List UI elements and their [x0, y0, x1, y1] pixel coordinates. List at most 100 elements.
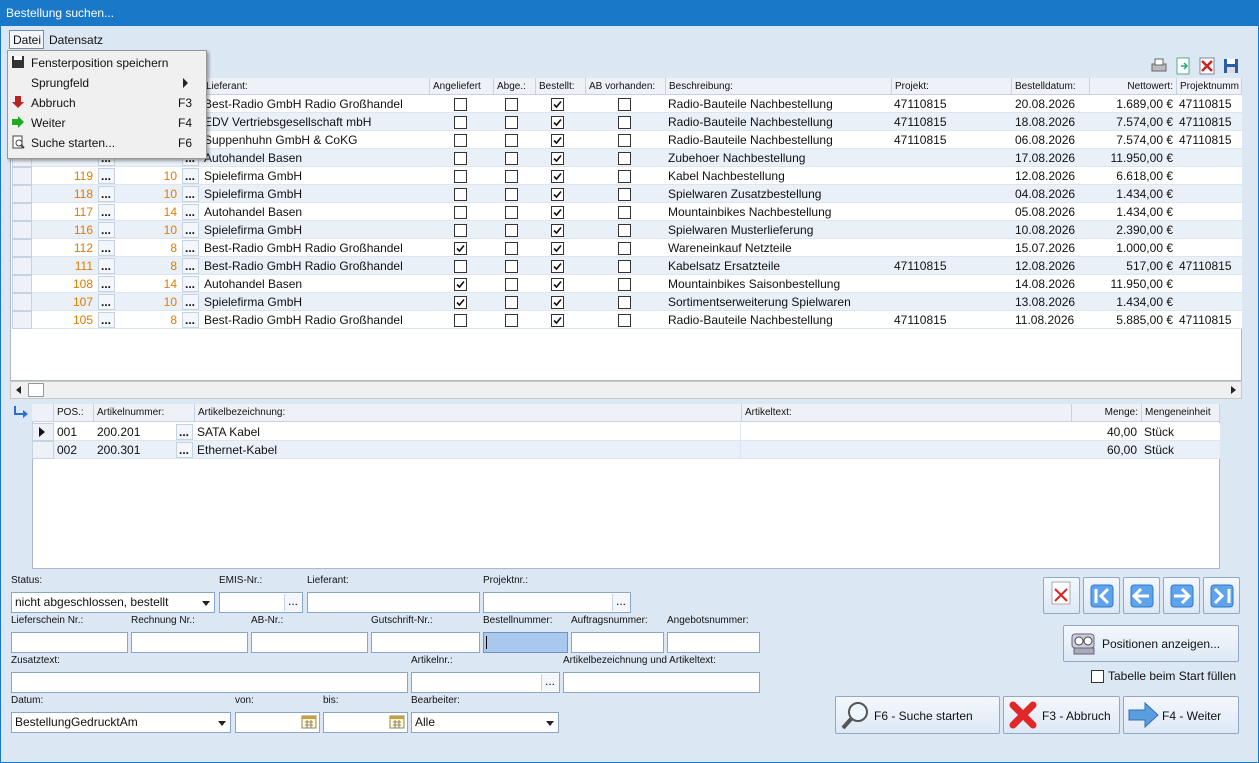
search-button[interactable]: F6 - Suche starten [835, 696, 1000, 734]
checkbox[interactable] [454, 242, 467, 255]
calendar-button[interactable] [389, 715, 405, 729]
column-header[interactable]: Mengeneinheit [1142, 404, 1220, 422]
menu-entry[interactable]: Suche starten... [31, 136, 116, 150]
checkbox[interactable] [454, 116, 467, 129]
menu-item[interactable]: Datensatz [49, 33, 104, 47]
checkbox[interactable] [454, 260, 467, 273]
checkbox[interactable] [505, 314, 518, 327]
checkbox[interactable] [618, 134, 631, 147]
input[interactable] [11, 672, 408, 693]
input[interactable] [251, 632, 368, 653]
lookup-button[interactable]: ... [182, 204, 199, 220]
column-header[interactable]: Menge: [1072, 404, 1142, 422]
input[interactable]: BestellungGedrucktAm [11, 712, 231, 733]
checkbox[interactable] [505, 188, 518, 201]
lookup-button[interactable]: ... [284, 594, 302, 611]
checkbox[interactable] [454, 278, 467, 291]
lookup-button[interactable]: ... [176, 442, 193, 458]
toolbar-print[interactable] [1149, 56, 1169, 76]
combo-arrow[interactable] [198, 593, 214, 612]
checkbox[interactable] [1091, 670, 1104, 683]
lookup-button[interactable]: ... [182, 240, 199, 256]
column-header[interactable]: Artikeltext: [742, 404, 1072, 422]
column-header[interactable]: Projektnumm [1177, 78, 1242, 95]
checkbox[interactable] [618, 152, 631, 165]
checkbox[interactable] [454, 188, 467, 201]
toolbar-export[interactable] [1173, 56, 1193, 76]
checkbox[interactable] [618, 116, 631, 129]
checkbox[interactable] [618, 260, 631, 273]
input[interactable]: Alle [411, 712, 559, 733]
combo-arrow[interactable] [214, 713, 230, 732]
column-header[interactable]: Artikelbezeichnung: [195, 404, 742, 422]
checkbox[interactable] [505, 152, 518, 165]
checkbox[interactable] [551, 278, 564, 291]
column-header[interactable]: Projekt: [892, 78, 1012, 95]
checkbox[interactable] [505, 242, 518, 255]
lookup-button[interactable]: ... [612, 594, 630, 611]
scroll-thumb[interactable] [28, 383, 44, 397]
checkbox[interactable] [505, 170, 518, 183]
menu-entry[interactable]: Sprungfeld [31, 76, 90, 90]
checkbox-label[interactable]: Tabelle beim Start füllen [1108, 669, 1237, 683]
checkbox[interactable] [551, 188, 564, 201]
next-button[interactable]: F4 - Weiter [1123, 696, 1239, 734]
checkbox[interactable] [505, 224, 518, 237]
menu-entry[interactable]: Weiter [31, 116, 66, 130]
calendar-button[interactable] [301, 715, 317, 729]
checkbox[interactable] [505, 260, 518, 273]
checkbox[interactable] [618, 224, 631, 237]
column-header[interactable]: Angeliefert [430, 78, 494, 95]
checkbox[interactable] [551, 314, 564, 327]
combo-arrow[interactable] [542, 713, 558, 732]
input[interactable] [219, 592, 303, 613]
checkbox[interactable] [505, 134, 518, 147]
checkbox[interactable] [551, 206, 564, 219]
checkbox[interactable] [505, 116, 518, 129]
checkbox[interactable] [551, 152, 564, 165]
column-header[interactable]: Lieferant: [203, 78, 430, 95]
checkbox[interactable] [454, 134, 467, 147]
checkbox[interactable] [454, 296, 467, 309]
lookup-button[interactable]: ... [541, 674, 559, 691]
lookup-button[interactable]: ... [182, 222, 199, 238]
scroll-left[interactable] [11, 382, 27, 398]
toolbar-save[interactable] [1221, 56, 1241, 76]
checkbox[interactable] [505, 278, 518, 291]
lookup-button[interactable]: ... [182, 312, 199, 328]
checkbox[interactable] [551, 242, 564, 255]
input[interactable] [483, 592, 631, 613]
checkbox[interactable] [505, 206, 518, 219]
checkbox[interactable] [551, 224, 564, 237]
column-header[interactable]: Nettowert: [1090, 78, 1177, 95]
menu-entry[interactable]: Abbruch [31, 96, 76, 110]
lookup-button[interactable]: ... [98, 240, 115, 256]
lookup-button[interactable]: ... [98, 222, 115, 238]
input[interactable] [563, 672, 760, 693]
input[interactable] [235, 712, 320, 733]
checkbox[interactable] [551, 98, 564, 111]
checkbox[interactable] [551, 170, 564, 183]
lookup-button[interactable]: ... [98, 186, 115, 202]
checkbox[interactable] [618, 98, 631, 111]
lookup-button[interactable]: ... [182, 168, 199, 184]
input[interactable] [571, 632, 664, 653]
checkbox[interactable] [551, 116, 564, 129]
lookup-button[interactable]: ... [98, 258, 115, 274]
checkbox[interactable] [618, 188, 631, 201]
toolbar-delete[interactable] [1197, 56, 1217, 76]
input[interactable] [371, 632, 480, 653]
column-header[interactable]: Bestelldatum: [1012, 78, 1090, 95]
column-header[interactable]: Artikelnummer: [94, 404, 195, 422]
checkbox[interactable] [618, 242, 631, 255]
checkbox[interactable] [454, 152, 467, 165]
scroll-right[interactable] [1225, 382, 1241, 398]
menu-entry[interactable]: Fensterposition speichern [31, 56, 169, 70]
lookup-button[interactable]: ... [98, 294, 115, 310]
input[interactable] [307, 592, 480, 613]
checkbox[interactable] [505, 296, 518, 309]
column-header[interactable]: Bestellt: [536, 78, 586, 95]
lookup-button[interactable]: ... [182, 186, 199, 202]
menu-item[interactable]: Datei [9, 30, 44, 49]
lookup-button[interactable]: ... [98, 168, 115, 184]
